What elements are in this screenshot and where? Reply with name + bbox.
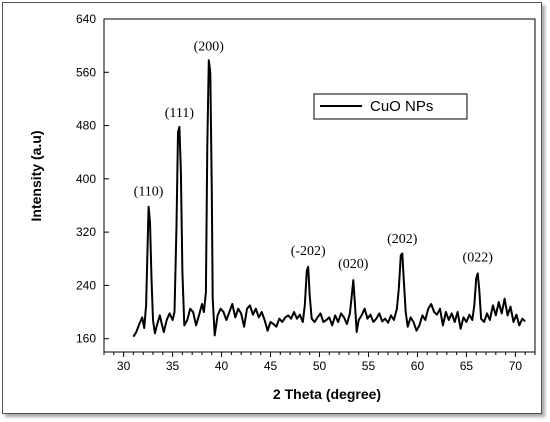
x-tick-label: 70: [509, 359, 523, 373]
y-tick-label: 640: [76, 12, 96, 26]
x-tick-label: 55: [362, 359, 376, 373]
x-tick-label: 45: [264, 359, 278, 373]
y-tick-label: 240: [76, 278, 96, 292]
x-tick-label: 35: [166, 359, 180, 373]
x-tick-label: 30: [117, 359, 131, 373]
y-tick-label: 400: [76, 172, 96, 186]
y-tick-label: 320: [76, 225, 96, 239]
peak-label: (020): [338, 257, 369, 272]
x-tick-label: 50: [313, 359, 327, 373]
y-tick-label: 160: [76, 332, 96, 346]
x-tick-label: 65: [460, 359, 474, 373]
x-axis-title: 2 Theta (degree): [273, 386, 381, 402]
peak-label: (200): [194, 39, 225, 54]
peak-label: (202): [387, 232, 418, 247]
series-layer: [132, 59, 526, 338]
x-tick-label: 60: [411, 359, 425, 373]
legend: CuO NPs: [313, 93, 468, 120]
figure-frame: [2, 2, 542, 414]
y-tick-label: 560: [76, 65, 96, 79]
peak-label: (111): [165, 106, 195, 121]
peak-labels: (110) (111) (200) (-202) (020) (202) (022): [134, 39, 494, 272]
peak-label: (022): [463, 250, 494, 265]
legend-label: CuO NPs: [370, 98, 433, 115]
x-axis: 30 35 40 45 50 55 60 65 70: [103, 352, 536, 373]
plot-border: [103, 18, 536, 353]
y-axis: 160 240 320 400 480 560 640: [76, 12, 109, 346]
peak-label: (110): [134, 184, 164, 199]
series-line-cuo-nps: [132, 59, 526, 338]
plot-area: [103, 18, 536, 353]
y-tick-label: 480: [76, 119, 96, 133]
y-axis-title: Intensity (a.u): [28, 130, 44, 221]
x-tick-label: 40: [215, 359, 229, 373]
peak-label: (-202): [291, 244, 326, 259]
